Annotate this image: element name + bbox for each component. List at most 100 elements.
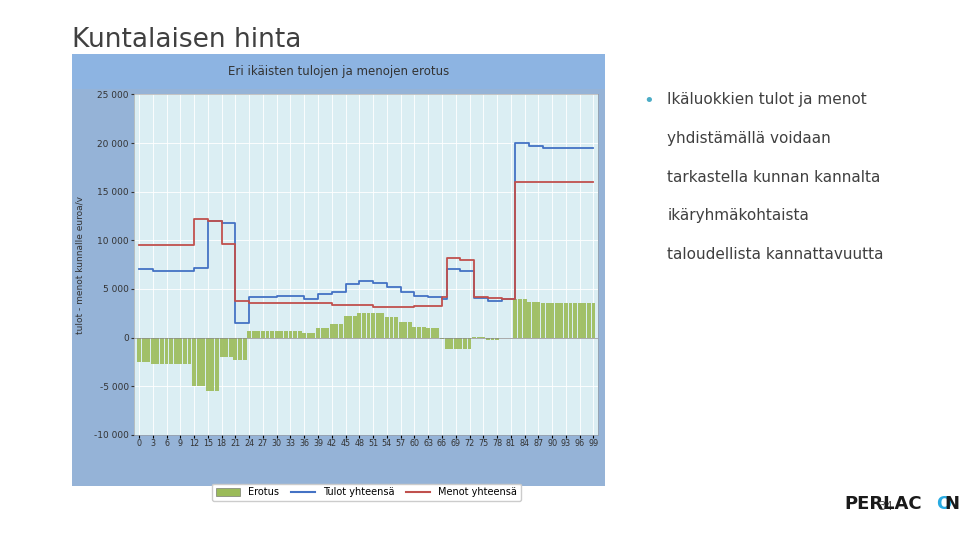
- Bar: [413, 327, 417, 338]
- Text: Kuntalaisen hinta: Kuntalaisen hinta: [72, 27, 301, 53]
- Bar: [151, 338, 155, 364]
- Bar: [491, 338, 494, 340]
- Bar: [417, 327, 421, 338]
- Bar: [357, 313, 361, 338]
- Bar: [298, 330, 301, 338]
- Bar: [444, 338, 448, 349]
- Bar: [390, 317, 394, 338]
- Text: tulot - menot kunnalle euroa/v: tulot - menot kunnalle euroa/v: [75, 195, 84, 334]
- Bar: [334, 324, 338, 338]
- Bar: [564, 303, 568, 338]
- Bar: [436, 328, 440, 338]
- Bar: [468, 338, 471, 349]
- Bar: [270, 330, 274, 338]
- Bar: [380, 313, 384, 338]
- Bar: [202, 338, 205, 386]
- Bar: [256, 330, 260, 338]
- Bar: [156, 338, 159, 364]
- Bar: [183, 338, 187, 364]
- Bar: [431, 328, 435, 338]
- Bar: [537, 301, 540, 338]
- Bar: [330, 324, 334, 338]
- Bar: [426, 328, 430, 338]
- Bar: [481, 336, 485, 338]
- Bar: [555, 303, 559, 338]
- Bar: [440, 338, 444, 340]
- Bar: [472, 336, 476, 338]
- Text: yhdistämällä voidaan: yhdistämällä voidaan: [667, 131, 831, 146]
- Text: PERLAC: PERLAC: [844, 495, 922, 513]
- Bar: [215, 338, 219, 391]
- Bar: [385, 317, 389, 338]
- Bar: [463, 338, 467, 349]
- Bar: [169, 338, 173, 364]
- Bar: [174, 338, 178, 364]
- Bar: [289, 330, 293, 338]
- Bar: [160, 338, 164, 364]
- Bar: [477, 336, 481, 338]
- Bar: [495, 338, 499, 340]
- Bar: [225, 338, 228, 357]
- Bar: [266, 330, 270, 338]
- Bar: [449, 338, 453, 349]
- Bar: [261, 330, 265, 338]
- Bar: [372, 313, 375, 338]
- Bar: [179, 338, 182, 364]
- Text: 34: 34: [878, 500, 893, 513]
- Bar: [527, 301, 531, 338]
- Bar: [205, 338, 210, 391]
- Bar: [421, 327, 425, 338]
- Bar: [578, 303, 582, 338]
- Bar: [514, 299, 517, 338]
- Legend: Erotus, Tulot yhteensä, Menot yhteensä: Erotus, Tulot yhteensä, Menot yhteensä: [212, 483, 520, 501]
- Text: Eri ikäisten tulojen ja menojen erotus: Eri ikäisten tulojen ja menojen erotus: [228, 65, 449, 78]
- Bar: [375, 313, 379, 338]
- Bar: [284, 330, 288, 338]
- Bar: [353, 316, 357, 338]
- Bar: [486, 338, 490, 340]
- Bar: [518, 299, 522, 338]
- Bar: [541, 303, 545, 338]
- Bar: [591, 303, 595, 338]
- Bar: [550, 303, 554, 338]
- Bar: [321, 328, 324, 338]
- Bar: [403, 322, 407, 338]
- Text: N: N: [945, 495, 960, 513]
- Bar: [252, 330, 255, 338]
- Bar: [583, 303, 587, 338]
- Bar: [187, 338, 191, 364]
- Bar: [573, 303, 577, 338]
- Bar: [560, 303, 564, 338]
- Bar: [293, 330, 297, 338]
- Bar: [142, 338, 146, 362]
- Bar: [339, 324, 343, 338]
- Bar: [311, 333, 316, 338]
- Bar: [137, 338, 141, 362]
- Bar: [522, 299, 527, 338]
- Bar: [348, 316, 352, 338]
- Bar: [164, 338, 169, 364]
- Text: Ikäluokkien tulot ja menot: Ikäluokkien tulot ja menot: [667, 92, 867, 107]
- Text: •: •: [643, 92, 654, 110]
- Bar: [395, 317, 398, 338]
- Bar: [238, 338, 242, 360]
- Bar: [325, 328, 329, 338]
- Bar: [248, 330, 252, 338]
- Bar: [367, 313, 371, 338]
- Bar: [398, 322, 402, 338]
- Bar: [243, 338, 247, 360]
- Bar: [210, 338, 214, 391]
- Bar: [307, 333, 311, 338]
- Text: ikäryhmäkohtaista: ikäryhmäkohtaista: [667, 208, 809, 224]
- Bar: [316, 328, 320, 338]
- Bar: [233, 338, 237, 360]
- Bar: [279, 330, 283, 338]
- Bar: [146, 338, 150, 362]
- Bar: [587, 303, 590, 338]
- Bar: [532, 301, 536, 338]
- Bar: [302, 333, 306, 338]
- Bar: [459, 338, 463, 349]
- Bar: [228, 338, 232, 357]
- Text: taloudellista kannattavuutta: taloudellista kannattavuutta: [667, 247, 884, 262]
- Bar: [545, 303, 549, 338]
